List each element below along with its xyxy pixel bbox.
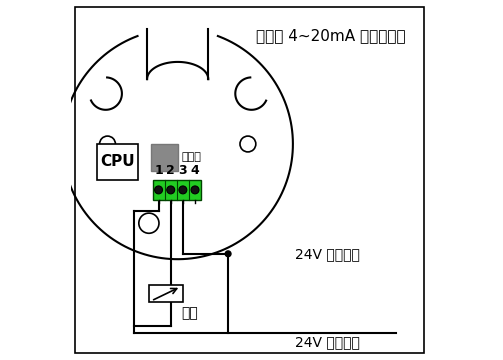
Text: CPU: CPU [100, 154, 135, 170]
Bar [149, 285, 183, 302]
Text: 三线制 4~20mA 接线示意图: 三线制 4~20mA 接线示意图 [256, 28, 405, 44]
Circle shape [225, 251, 231, 257]
Text: 4: 4 [191, 164, 199, 177]
Circle shape [179, 186, 187, 194]
Circle shape [191, 186, 199, 194]
Text: 24V 电源负端: 24V 电源负端 [295, 247, 360, 261]
Circle shape [154, 186, 162, 194]
Text: 3: 3 [179, 164, 187, 177]
Bar [97, 144, 138, 180]
Text: 传感器: 传感器 [181, 153, 201, 162]
Text: 2: 2 [166, 164, 175, 177]
Bar [152, 180, 201, 200]
Bar [151, 144, 178, 171]
Text: 负载: 负载 [181, 306, 198, 320]
Circle shape [167, 186, 175, 194]
Text: 24V 电源正端: 24V 电源正端 [295, 335, 360, 349]
Text: 1: 1 [154, 164, 163, 177]
